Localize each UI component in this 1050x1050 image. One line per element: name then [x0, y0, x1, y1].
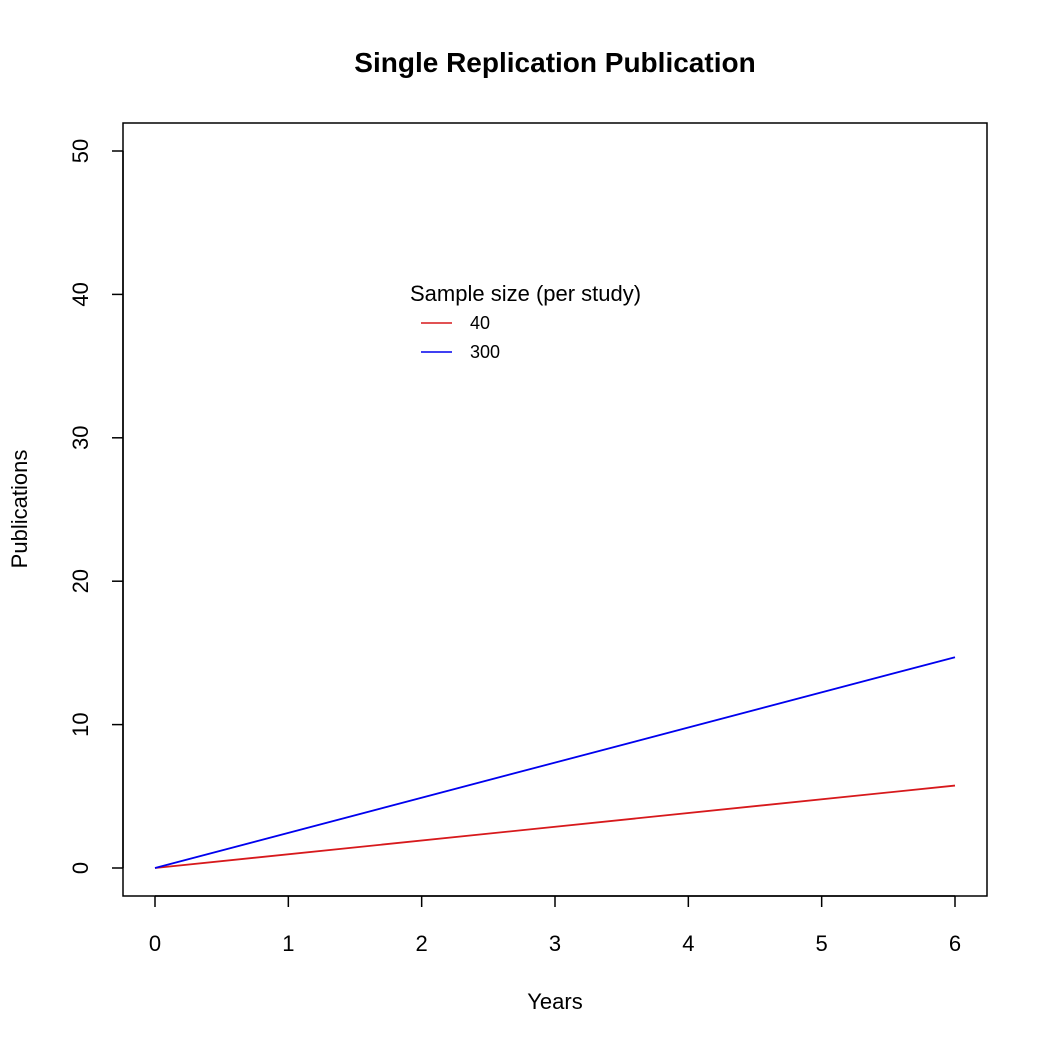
x-tick-label: 2: [416, 931, 428, 956]
x-tick-label: 3: [549, 931, 561, 956]
y-tick-label: 50: [68, 139, 93, 163]
legend-title: Sample size (per study): [410, 281, 641, 306]
y-tick-label: 40: [68, 282, 93, 306]
x-tick-label: 1: [282, 931, 294, 956]
chart-title: Single Replication Publication: [354, 47, 755, 78]
y-tick-label: 20: [68, 569, 93, 593]
plot-frame: [122, 122, 988, 897]
legend: Sample size (per study) 40 300: [410, 281, 641, 362]
y-tick-label: 0: [68, 862, 93, 874]
y-axis: 0 10 20 30 40 50: [68, 139, 124, 874]
legend-label-40: 40: [470, 313, 490, 333]
x-axis-label: Years: [527, 989, 582, 1014]
y-axis-label: Publications: [7, 450, 32, 569]
series-line-40: [154, 784, 956, 869]
legend-label-300: 300: [470, 342, 500, 362]
x-axis: 0 1 2 3 4 5 6: [149, 895, 961, 956]
x-tick-label: 5: [816, 931, 828, 956]
x-tick-label: 0: [149, 931, 161, 956]
x-tick-label: 6: [949, 931, 961, 956]
series-line-300: [154, 656, 956, 869]
y-tick-label: 10: [68, 712, 93, 736]
x-tick-label: 4: [682, 931, 694, 956]
series-layer: [154, 656, 956, 869]
y-tick-label: 30: [68, 426, 93, 450]
